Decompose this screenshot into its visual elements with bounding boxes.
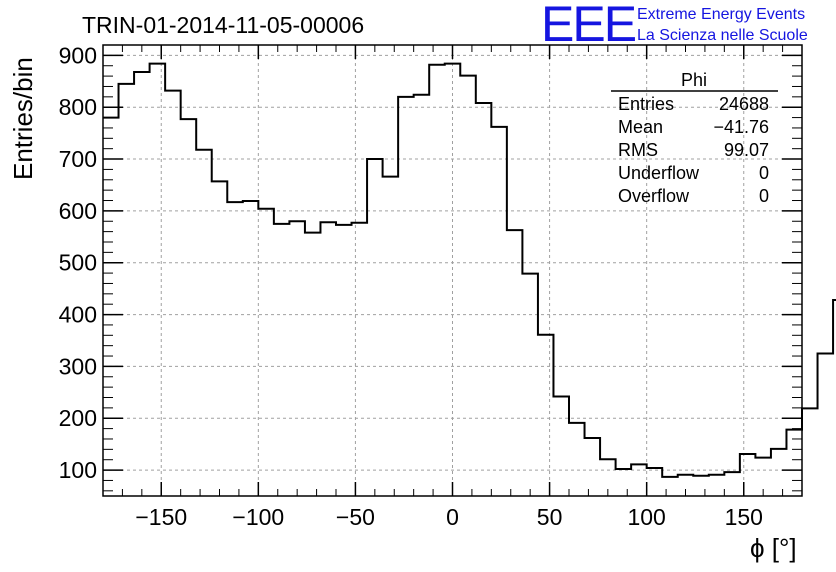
histogram-bin (367, 159, 383, 496)
histogram-bin (150, 64, 166, 496)
stats-label-entries: Entries (618, 94, 674, 114)
stats-value-mean: −41.76 (713, 117, 769, 137)
histogram-bin (460, 76, 476, 496)
stats-label-rms: RMS (618, 140, 658, 160)
y-tick-label: 800 (59, 94, 97, 120)
histogram-bin (740, 454, 756, 496)
x-tick-label: 150 (725, 504, 763, 530)
tick-labels: −150 −100 −50 0 50 100 150 100 200 300 400 500 600 70… (59, 42, 763, 530)
histogram-bin (243, 201, 259, 496)
x-tick-label: 50 (537, 504, 563, 530)
histogram-bin (693, 476, 709, 496)
histogram-bin (320, 222, 336, 496)
x-tick-label: 100 (627, 504, 665, 530)
eee-logo: EEE Extreme Energy Events La Scienza nel… (541, 0, 808, 52)
y-tick-label: 200 (59, 405, 97, 431)
y-tick-label: 400 (59, 302, 97, 328)
histogram-bin (305, 233, 321, 496)
histogram-bin (383, 177, 399, 496)
histogram-bin (786, 430, 802, 496)
histogram-bin (569, 423, 585, 496)
axis-ticks (102, 44, 803, 496)
histogram-bin (398, 97, 414, 496)
histogram-bin (538, 335, 554, 496)
logo-line-1: Extreme Energy Events (637, 6, 805, 23)
stats-value-overflow: 0 (759, 186, 769, 206)
histogram-bin (429, 65, 445, 496)
stats-value-entries: 24688 (719, 94, 769, 114)
histogram-bin (818, 353, 834, 496)
plot-frame (102, 44, 803, 497)
stats-value-underflow: 0 (759, 163, 769, 183)
histogram-bin (119, 84, 135, 496)
histogram-bin (289, 221, 305, 496)
histogram-bin (258, 209, 274, 496)
y-tick-label: 600 (59, 198, 97, 224)
histogram-bin (196, 150, 212, 496)
y-tick-label: 900 (59, 42, 97, 68)
logo-mark: EEE (541, 0, 636, 52)
histogram-bin (802, 408, 818, 496)
histogram-bin (507, 230, 523, 496)
histogram-bin (134, 72, 150, 496)
x-tick-label: −100 (232, 504, 284, 530)
histogram-bin (662, 477, 678, 496)
y-axis-title: Entries/bin (8, 57, 38, 180)
histogram-bin (352, 223, 368, 496)
histogram-bin (181, 119, 197, 496)
x-tick-label: 0 (446, 504, 459, 530)
stats-label-mean: Mean (618, 117, 663, 137)
y-tick-label: 700 (59, 146, 97, 172)
stats-box: Phi Entries 24688 Mean −41.76 RMS 99.07 … (611, 70, 778, 206)
histogram-bin (227, 202, 243, 496)
stats-title: Phi (681, 70, 707, 90)
histogram-bin (631, 464, 647, 496)
histogram-series (103, 62, 836, 496)
histogram-bin (274, 224, 290, 496)
histogram-bin (771, 449, 787, 496)
histogram-bin (585, 438, 601, 496)
histogram-bin (212, 181, 228, 496)
histogram-bin (491, 127, 507, 496)
stats-value-rms: 99.07 (724, 140, 769, 160)
histogram-bin (522, 274, 538, 496)
histogram-bin (709, 475, 725, 496)
histogram-bin (647, 468, 663, 496)
y-tick-label: 500 (59, 250, 97, 276)
histogram-bin (414, 95, 430, 496)
histogram-bin (165, 91, 181, 496)
histogram-bin (724, 472, 740, 496)
histogram-bin (616, 469, 632, 496)
histogram-bin (476, 103, 492, 496)
histogram-bin (553, 396, 569, 496)
x-axis-title: ϕ [°] (750, 533, 797, 563)
y-tick-label: 300 (59, 353, 97, 379)
y-tick-label: 100 (59, 457, 97, 483)
logo-line-2: La Scienza nelle Scuole (637, 27, 808, 44)
histogram-bin (336, 225, 352, 496)
histogram-line (103, 62, 836, 478)
stats-label-overflow: Overflow (618, 186, 690, 206)
chart-title: TRIN-01-2014-11-05-00006 (82, 12, 364, 38)
x-tick-label: −50 (336, 504, 375, 530)
x-tick-label: −150 (135, 504, 187, 530)
histogram-bin (445, 64, 461, 496)
stats-label-underflow: Underflow (618, 163, 700, 183)
